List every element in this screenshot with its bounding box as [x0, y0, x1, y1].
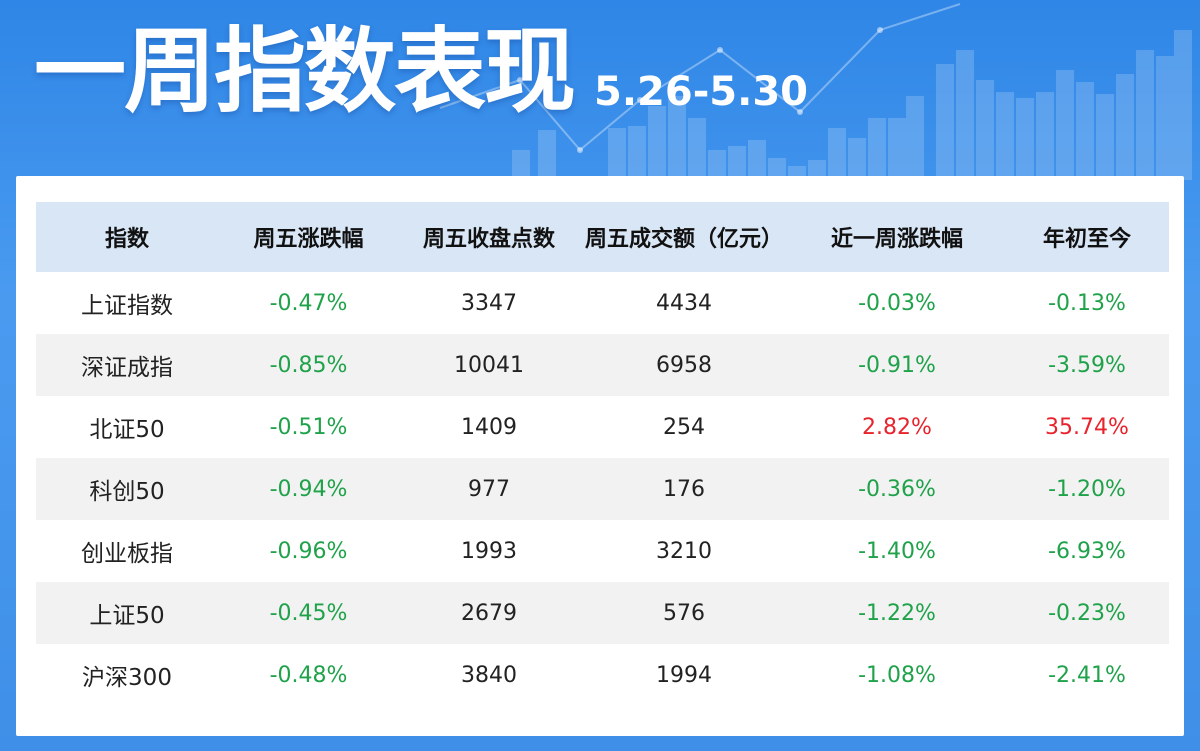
cell-fri-change: -0.94% [218, 458, 399, 520]
cell-index-name: 创业板指 [81, 541, 173, 567]
table-row: 深证成指 -0.85% 10041 6958 -0.91% -3.59% [36, 334, 1169, 396]
cell-ytd: -3.59% [1005, 334, 1169, 396]
cell-week-change: 2.82% [862, 414, 932, 440]
column-header-fri-change: 周五涨跌幅 [218, 202, 399, 272]
cell-fri-turnover: 1994 [656, 662, 712, 688]
date-range: 5.26-5.30 [594, 69, 808, 115]
column-header-fri-turnover: 周五成交额（亿元） [579, 202, 789, 272]
cell-fri-change: -0.45% [218, 582, 399, 644]
cell-fri-change: -0.48% [269, 662, 348, 688]
table-row: 北证50 -0.51% 1409 254 2.82% 35.74% [36, 396, 1169, 458]
cell-fri-turnover: 576 [579, 582, 789, 644]
cell-fri-change: -0.85% [218, 334, 399, 396]
table-row: 上证指数 -0.47% 3347 4434 -0.03% -0.13% [36, 272, 1169, 334]
column-header-week-change: 近一周涨跌幅 [789, 202, 1005, 272]
cell-ytd: -0.13% [1048, 290, 1126, 316]
cell-ytd: -1.20% [1005, 458, 1169, 520]
cell-ytd: -6.93% [1048, 538, 1126, 564]
cell-week-change: -0.36% [789, 458, 1005, 520]
table-row: 科创50 -0.94% 977 176 -0.36% -1.20% [36, 458, 1169, 520]
cell-fri-change: -0.47% [269, 290, 348, 316]
index-table-card: 指数 周五涨跌幅 周五收盘点数 周五成交额（亿元） 近一周涨跌幅 年初至今 上证… [16, 176, 1184, 736]
cell-week-change: -1.40% [858, 538, 936, 564]
cell-fri-close: 977 [399, 458, 579, 520]
cell-fri-turnover: 6958 [579, 334, 789, 396]
table-header-row: 指数 周五涨跌幅 周五收盘点数 周五成交额（亿元） 近一周涨跌幅 年初至今 [36, 202, 1169, 272]
cell-index-name: 上证50 [36, 582, 218, 644]
cell-fri-turnover: 4434 [656, 290, 712, 316]
header: 一周指数表现 5.26-5.30 [34, 12, 808, 122]
page-title: 一周指数表现 [34, 18, 576, 125]
table-body: 上证指数 -0.47% 3347 4434 -0.03% -0.13% 深证成指 -0.85%… [36, 272, 1169, 706]
cell-ytd: -0.23% [1005, 582, 1169, 644]
cell-index-name: 深证成指 [36, 334, 218, 396]
table-row: 上证50 -0.45% 2679 576 -1.22% -0.23% [36, 582, 1169, 644]
table-row: 沪深300 -0.48% 3840 1994 -1.08% -2.41% [36, 644, 1169, 706]
cell-index-name: 上证指数 [81, 293, 173, 319]
cell-fri-close: 1993 [461, 538, 517, 564]
cell-index-name: 北证50 [89, 417, 165, 443]
cell-fri-change: -0.51% [269, 414, 348, 440]
cell-fri-close: 1409 [461, 414, 517, 440]
column-header-index: 指数 [36, 202, 218, 272]
cell-week-change: -1.08% [858, 662, 936, 688]
cell-fri-close: 10041 [399, 334, 579, 396]
cell-ytd: -2.41% [1048, 662, 1126, 688]
cell-fri-turnover: 3210 [656, 538, 712, 564]
cell-fri-close: 3840 [461, 662, 517, 688]
cell-week-change: -0.03% [858, 290, 936, 316]
cell-fri-close: 3347 [461, 290, 517, 316]
cell-fri-change: -0.96% [269, 538, 348, 564]
table-row: 创业板指 -0.96% 1993 3210 -1.40% -6.93% [36, 520, 1169, 582]
index-table: 指数 周五涨跌幅 周五收盘点数 周五成交额（亿元） 近一周涨跌幅 年初至今 上证… [36, 202, 1169, 706]
cell-week-change: -0.91% [789, 334, 1005, 396]
cell-fri-close: 2679 [399, 582, 579, 644]
cell-fri-turnover: 254 [663, 414, 705, 440]
cell-ytd: 35.74% [1045, 414, 1129, 440]
cell-index-name: 沪深300 [82, 665, 172, 691]
cell-fri-turnover: 176 [579, 458, 789, 520]
cell-index-name: 科创50 [36, 458, 218, 520]
column-header-fri-close: 周五收盘点数 [399, 202, 579, 272]
column-header-ytd: 年初至今 [1005, 202, 1169, 272]
cell-week-change: -1.22% [789, 582, 1005, 644]
